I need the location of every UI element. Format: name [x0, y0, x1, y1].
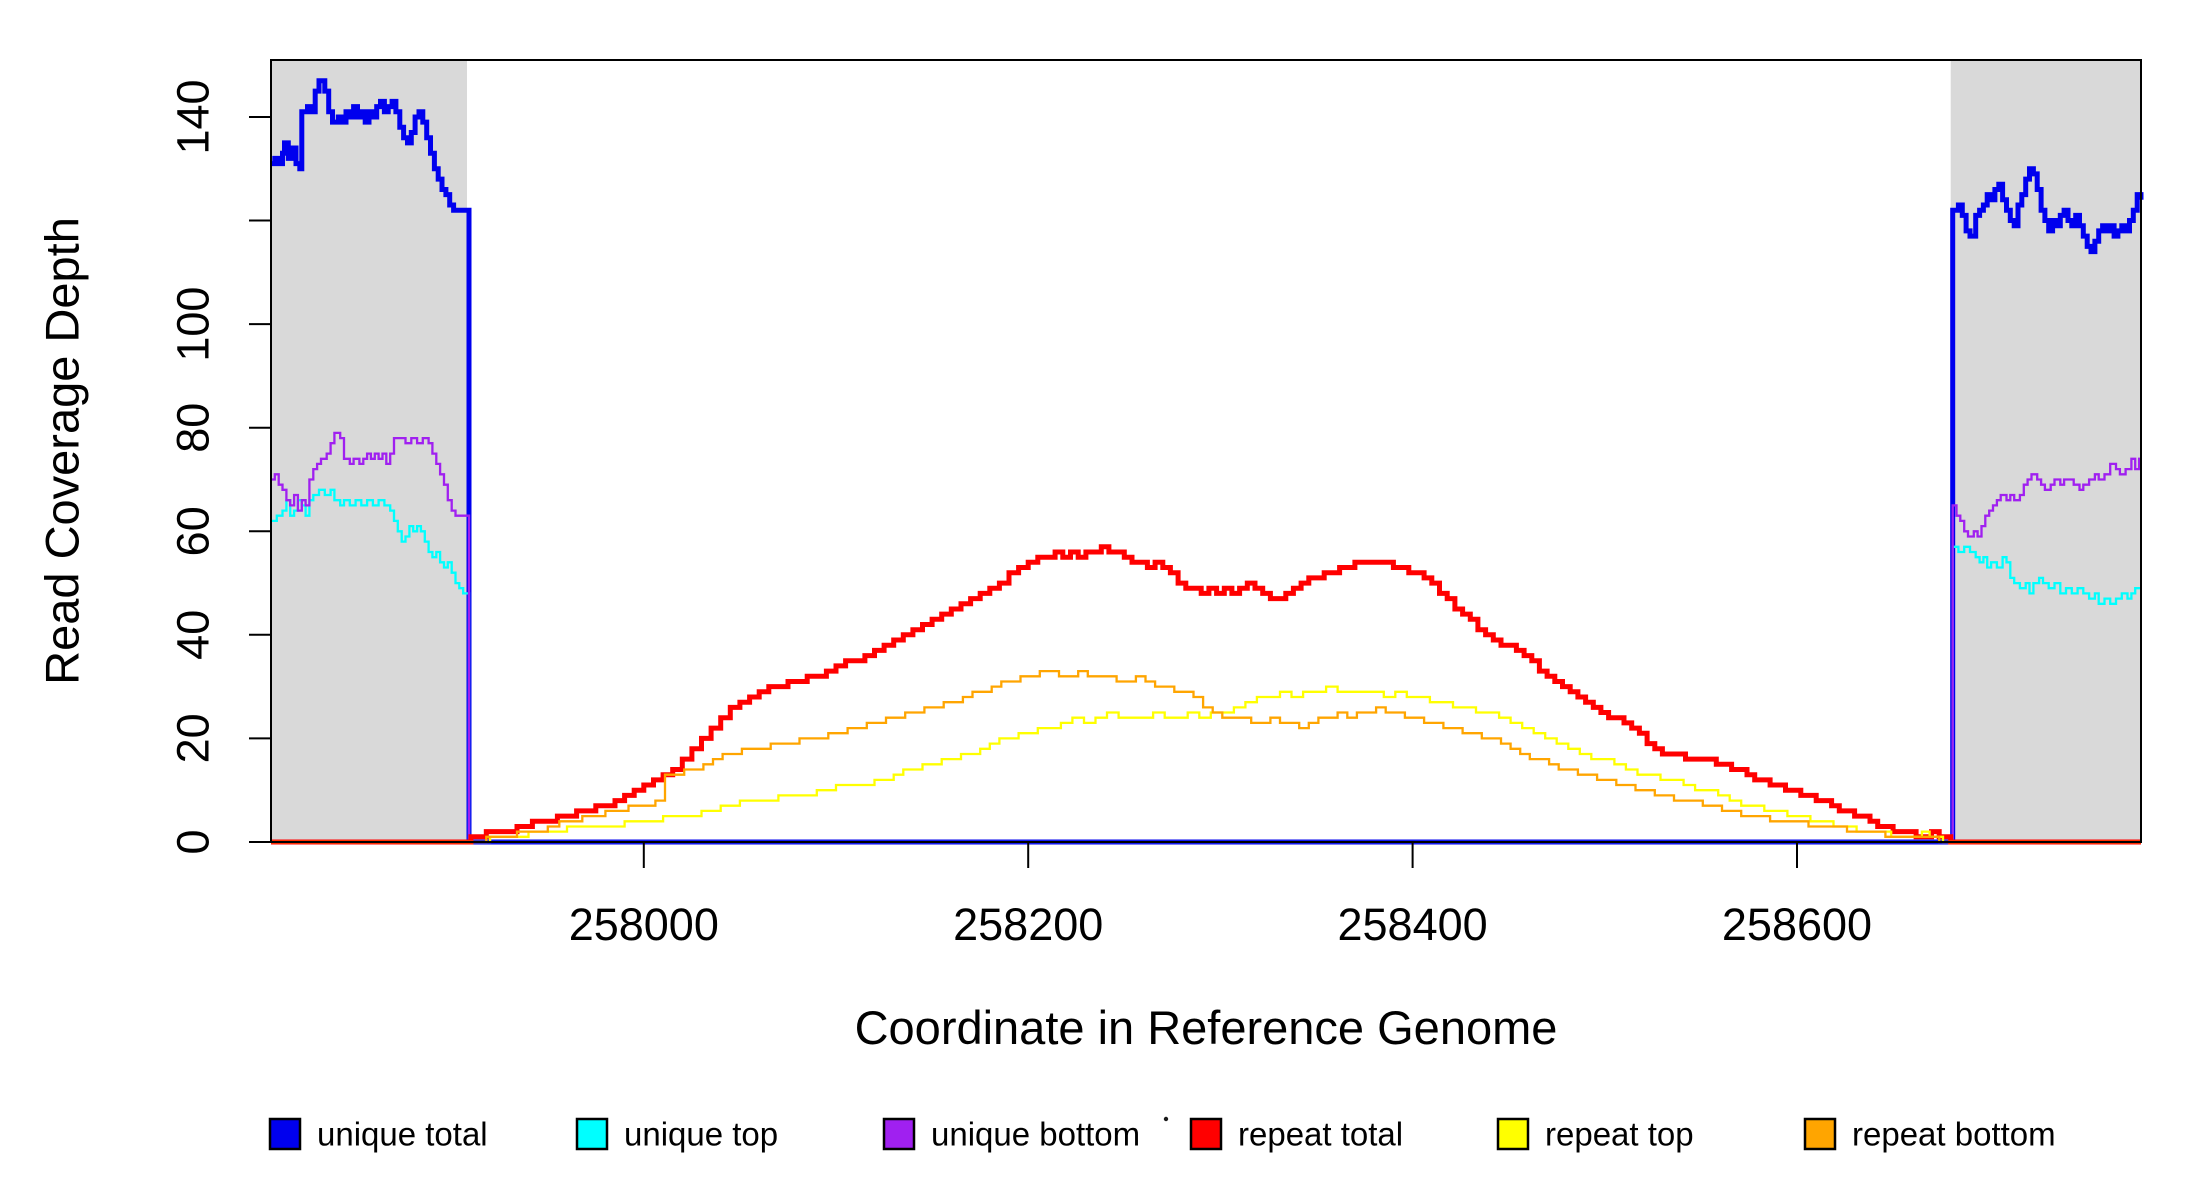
x-tick-label: 258400 [1338, 899, 1488, 950]
series-line-unique-bottom [271, 431, 2141, 844]
legend-label: repeat total [1238, 1116, 1403, 1153]
series-line-repeat-bottom [271, 669, 2141, 844]
legend-swatch-icon [1189, 1117, 1223, 1151]
legend-swatch-icon [1803, 1117, 1837, 1151]
legend-item-repeat-total: repeat total [1189, 1116, 1403, 1153]
series-line-repeat-total [271, 544, 2141, 845]
legend-label: unique bottom [931, 1116, 1140, 1153]
y-tick-label: 20 [168, 713, 219, 763]
plot-border [270, 59, 2142, 843]
plot-box [270, 59, 2142, 843]
legend-swatch-icon [268, 1117, 302, 1151]
coverage-series-lines [271, 78, 2144, 845]
legend-swatch-icon [575, 1117, 609, 1151]
y-axis: 0 20 40 60 80 100 140 [168, 79, 271, 855]
series-line-repeat-top [271, 685, 2141, 844]
x-tick-label: 258200 [953, 899, 1103, 950]
x-axis: 258000 258200 258400 258600 [569, 842, 1872, 950]
stray-point-artifact [1163, 1116, 1169, 1122]
legend-swatch-icon [882, 1117, 916, 1151]
x-tick-label: 258600 [1722, 899, 1872, 950]
x-tick-label: 258000 [569, 899, 719, 950]
shaded-region-left [271, 60, 467, 842]
y-tick-label: 100 [168, 287, 219, 362]
legend-item-repeat-top: repeat top [1496, 1116, 1694, 1153]
legend-item-unique-top: unique top [575, 1116, 778, 1153]
x-axis-title: Coordinate in Reference Genome [855, 1001, 1558, 1054]
series-line-unique-total [271, 78, 2144, 845]
legend-label: repeat top [1545, 1116, 1694, 1153]
shaded-region-right [1950, 60, 2141, 842]
y-tick-label: 140 [168, 79, 219, 154]
y-tick-label: 60 [168, 506, 219, 556]
y-axis-title: Read Coverage Depth [36, 217, 89, 685]
legend: unique total unique top unique bottom repea… [268, 1116, 2056, 1153]
y-tick-label: 40 [168, 610, 219, 660]
shaded-unique-regions [271, 60, 2141, 842]
y-tick-label: 0 [168, 829, 219, 854]
y-tick-label: 80 [168, 403, 219, 453]
legend-item-repeat-bottom: repeat bottom [1803, 1116, 2056, 1153]
legend-label: unique total [317, 1116, 488, 1153]
legend-item-unique-bottom: unique bottom [882, 1116, 1140, 1153]
legend-label: repeat bottom [1852, 1116, 2056, 1153]
legend-item-unique-total: unique total [268, 1116, 488, 1153]
series-line-unique-top [271, 488, 2141, 844]
legend-label: unique top [624, 1116, 778, 1153]
legend-swatch-icon [1496, 1117, 1530, 1151]
